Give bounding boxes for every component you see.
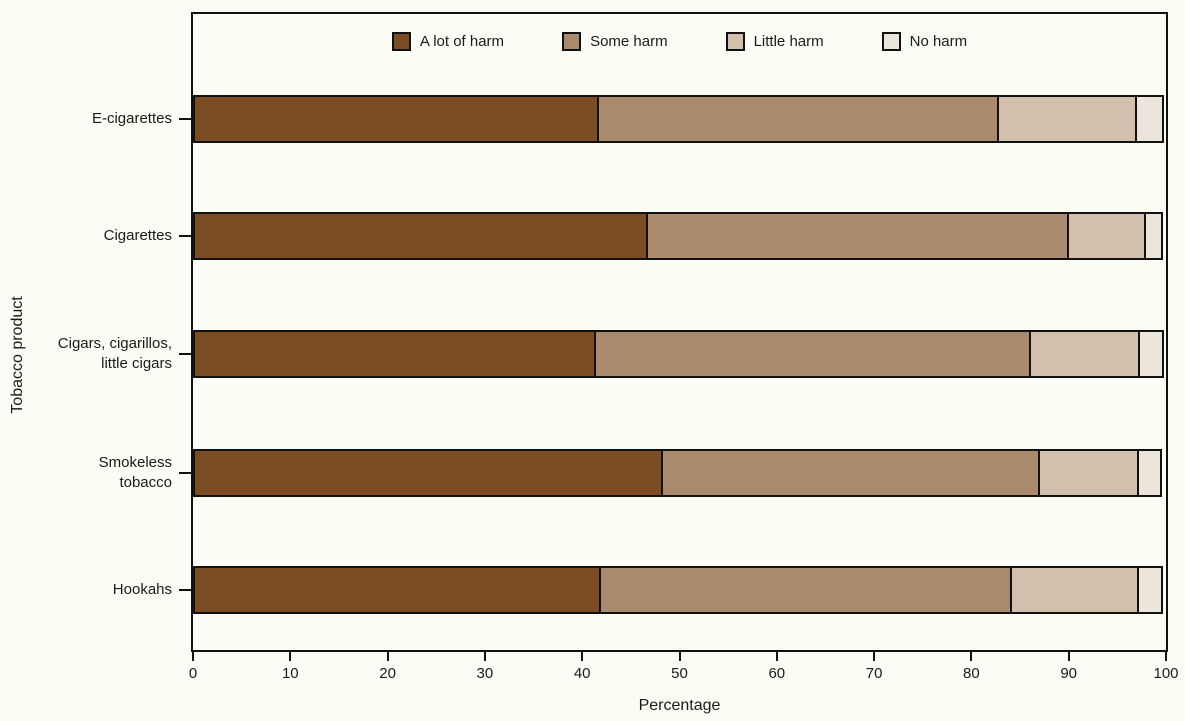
category-label: Smokeless tobacco	[98, 453, 172, 491]
y-axis-tick	[179, 118, 191, 120]
x-axis-tick	[1067, 652, 1070, 661]
legend-swatch-icon	[725, 32, 745, 51]
category-label: Cigars, cigarillos, little cigars	[57, 334, 172, 372]
bar-row	[193, 566, 1164, 614]
bar-segment	[195, 97, 597, 141]
bar-segment	[1137, 332, 1163, 376]
bar-segment	[1037, 451, 1137, 495]
category-label: Hookahs	[112, 580, 172, 598]
legend-label: No harm	[909, 33, 968, 50]
legend-swatch-icon	[562, 32, 582, 51]
bar-segment	[1135, 97, 1163, 141]
legend-label: Little harm	[753, 33, 824, 50]
bar-row	[193, 449, 1163, 497]
bar-segment	[645, 214, 1067, 258]
x-tick-label: 100	[1153, 665, 1179, 682]
legend-item: Little harm	[725, 32, 824, 51]
bar-segment	[1066, 214, 1144, 258]
legend-label: Some harm	[590, 33, 668, 50]
legend-item: Some harm	[562, 32, 668, 51]
x-tick-label: 80	[963, 665, 980, 682]
x-axis-tick	[386, 652, 389, 661]
bar-row	[193, 212, 1164, 260]
x-tick-label: 30	[476, 665, 494, 682]
x-tick-label: 70	[865, 665, 883, 682]
x-axis-tick	[970, 652, 973, 661]
x-axis-tick	[1165, 652, 1167, 661]
x-axis-title: Percentage	[638, 697, 721, 714]
bar-segment	[195, 568, 600, 612]
x-tick-label: 0	[188, 665, 198, 682]
x-axis-tick	[289, 652, 292, 661]
x-tick-label: 10	[281, 665, 299, 682]
x-axis-tick	[483, 652, 486, 661]
x-axis-tick	[873, 652, 876, 661]
legend-swatch-icon	[881, 32, 901, 51]
bar-segment	[997, 97, 1136, 141]
y-axis-tick	[179, 353, 191, 355]
x-tick-label: 20	[379, 665, 396, 682]
bar-segment	[1136, 451, 1161, 495]
x-axis-tick	[775, 652, 778, 661]
bar-segment	[596, 97, 998, 141]
legend-swatch-icon	[391, 32, 411, 51]
plot-area: A lot of harm Some harm Little harm No harm	[191, 12, 1168, 652]
x-axis-tick	[678, 652, 681, 661]
bar-segment	[1029, 332, 1138, 376]
bar-segment	[195, 451, 662, 495]
x-tick-label: 90	[1060, 665, 1078, 682]
category-label: Cigarettes	[103, 226, 172, 244]
bar-segment	[1009, 568, 1137, 612]
bar-segment	[1143, 214, 1162, 258]
legend: A lot of harm Some harm Little harm No harm	[193, 32, 1166, 51]
x-axis-tick	[192, 652, 194, 661]
bar-segment	[593, 332, 1030, 376]
legend-label: A lot of harm	[419, 33, 505, 50]
legend-item: A lot of harm	[391, 32, 505, 51]
x-tick-label: 40	[573, 665, 591, 682]
x-axis-tick	[581, 652, 584, 661]
bar-segment	[599, 568, 1010, 612]
bar-row	[193, 330, 1165, 378]
bar-segment	[661, 451, 1038, 495]
y-axis-tick	[179, 472, 191, 474]
y-axis-tick	[179, 235, 191, 237]
x-tick-label: 50	[671, 665, 688, 682]
category-label: E-cigarettes	[91, 109, 172, 127]
bar-segment	[195, 332, 594, 376]
x-tick-label: 60	[768, 665, 786, 682]
bar-segment	[1136, 568, 1162, 612]
legend-item: No harm	[881, 32, 968, 51]
y-axis-tick	[179, 589, 191, 591]
bar-segment	[195, 214, 646, 258]
bar-row	[193, 95, 1165, 143]
